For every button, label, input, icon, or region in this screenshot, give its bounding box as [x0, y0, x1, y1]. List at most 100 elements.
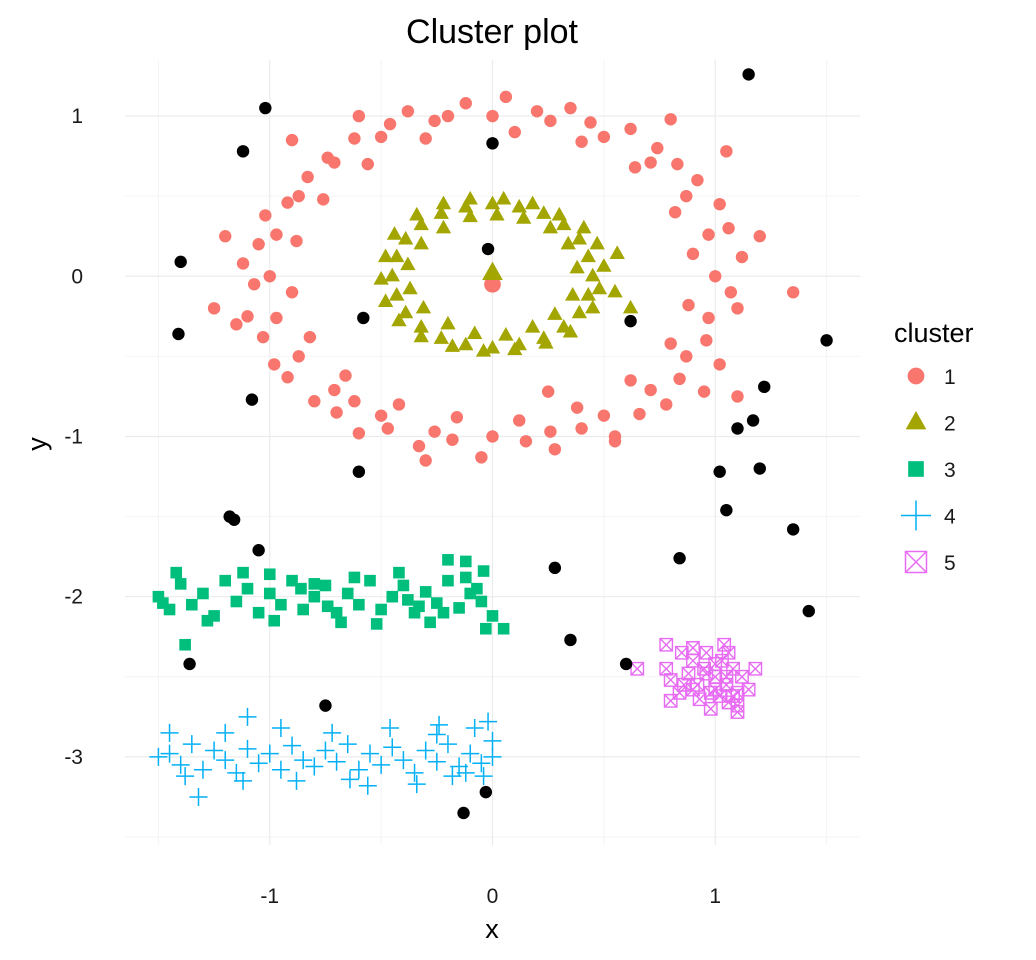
cluster-5-point — [686, 682, 700, 697]
cluster-4-point — [271, 760, 290, 779]
cluster-2-point — [580, 248, 596, 263]
cluster-4-point — [483, 747, 502, 766]
cluster-2-point — [507, 341, 523, 356]
cluster-4-point — [361, 744, 379, 763]
cluster-1-point — [700, 334, 713, 347]
cluster-2-point — [576, 219, 592, 234]
cluster-1-point — [268, 358, 281, 371]
cluster-1-point — [735, 250, 749, 264]
cluster-2-point — [386, 226, 403, 240]
cluster-5-point — [748, 661, 763, 676]
cluster-3-point — [341, 587, 354, 600]
cluster-1-point — [236, 257, 250, 270]
x-tick-label: 0 — [487, 885, 499, 908]
cluster-3-point — [152, 590, 165, 603]
cluster-2-point — [556, 216, 572, 231]
cluster-3-point — [170, 566, 183, 579]
cluster-2-point — [609, 245, 625, 259]
cluster-3-point — [375, 603, 387, 616]
cluster-1-point — [401, 105, 415, 118]
cluster-1-point — [256, 330, 270, 344]
cluster-1-point — [301, 170, 314, 184]
cluster-5-point — [721, 695, 736, 710]
noise-point — [252, 544, 265, 557]
cluster-1-point — [786, 286, 800, 299]
cluster-1-point — [207, 302, 221, 315]
cluster-2-point — [607, 283, 623, 298]
cluster-3-point — [408, 606, 421, 619]
noise-point — [259, 101, 272, 115]
cluster-4-point — [294, 751, 313, 770]
cluster-4-point — [216, 723, 235, 742]
cluster-1-point — [285, 286, 299, 299]
cluster-4-point — [427, 725, 446, 744]
legend-label-1: 1 — [944, 366, 956, 389]
cluster-4-point — [305, 757, 324, 776]
cluster-4-point — [238, 707, 257, 726]
cluster-1-point — [664, 337, 677, 350]
cluster-1-point — [548, 443, 562, 456]
cluster-3-point — [477, 565, 490, 577]
cluster-1-point — [575, 422, 588, 435]
cluster-1-point — [441, 109, 455, 123]
cluster-1-point — [459, 97, 472, 110]
cluster-2-point — [433, 205, 449, 219]
cluster-3-point — [208, 610, 220, 622]
cluster-1-point — [303, 330, 317, 344]
cluster-1-point — [281, 196, 294, 209]
legend: cluster 1 2 3 4 5 — [894, 318, 974, 575]
cluster-3-point — [459, 555, 472, 568]
cluster-1-point — [713, 197, 726, 211]
cluster-1-point — [247, 278, 261, 291]
cluster-3-point — [419, 586, 432, 598]
cluster-3-point — [241, 582, 254, 595]
cluster-2-point — [435, 219, 452, 234]
cluster-1-point — [374, 409, 388, 422]
cluster-1-point — [270, 228, 283, 241]
cluster-1-point — [292, 350, 305, 363]
cluster-3-point — [297, 603, 309, 616]
cluster-1-centroid — [484, 275, 501, 293]
cluster-1-point — [731, 302, 744, 315]
cluster-1-point — [321, 151, 334, 164]
cluster-3-point — [275, 598, 287, 611]
cluster-2-point — [413, 216, 429, 231]
cluster-3-point — [263, 587, 276, 600]
cluster-3-point — [157, 597, 169, 609]
cluster-1-point — [499, 90, 513, 104]
cluster-4-point — [189, 787, 208, 806]
cluster-4-point — [427, 752, 446, 771]
noise-point — [172, 327, 185, 341]
cluster-2-point — [589, 235, 605, 250]
cluster-1-point — [713, 358, 726, 371]
cluster-1-point — [270, 311, 283, 325]
legend-key-5 — [904, 550, 928, 574]
cluster-1-point — [544, 114, 557, 128]
cluster-1-point — [597, 130, 611, 144]
cluster-5-point — [741, 682, 756, 697]
y-tick-label: -2 — [64, 586, 83, 609]
cluster-3-point — [464, 587, 477, 600]
cluster-5-point — [681, 666, 696, 681]
cluster-3-point — [308, 590, 321, 603]
cluster-4-point — [340, 770, 359, 789]
legend-label-5: 5 — [944, 552, 956, 575]
cluster-1-point — [691, 173, 704, 187]
cluster-2-point — [444, 338, 461, 352]
cluster-5-point — [708, 682, 723, 697]
cluster-1-point — [219, 230, 232, 243]
cluster-1-point — [671, 157, 684, 171]
cluster-4-point — [149, 747, 168, 766]
cluster-2-point — [435, 195, 452, 210]
cluster-2-point — [440, 315, 456, 330]
noise-point — [746, 414, 760, 427]
legend-key-3 — [908, 461, 924, 477]
cluster-3-point — [186, 598, 198, 611]
cluster-3-point — [179, 638, 191, 651]
cluster-1-point — [668, 205, 682, 219]
cluster-1-point — [230, 318, 243, 331]
noise-point — [753, 462, 766, 475]
x-axis-ticks: -1 0 1 — [260, 885, 721, 908]
cluster-1-point — [530, 105, 544, 118]
cluster-2-point — [373, 270, 389, 285]
